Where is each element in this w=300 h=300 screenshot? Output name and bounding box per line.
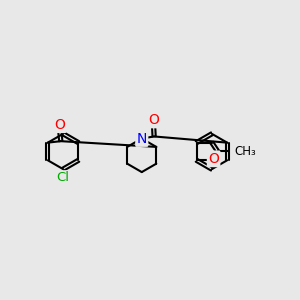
- Text: O: O: [208, 152, 219, 166]
- Text: CH₃: CH₃: [235, 145, 256, 158]
- Text: O: O: [54, 118, 65, 132]
- Text: Cl: Cl: [57, 172, 70, 184]
- Text: N: N: [136, 131, 147, 146]
- Text: O: O: [148, 113, 159, 127]
